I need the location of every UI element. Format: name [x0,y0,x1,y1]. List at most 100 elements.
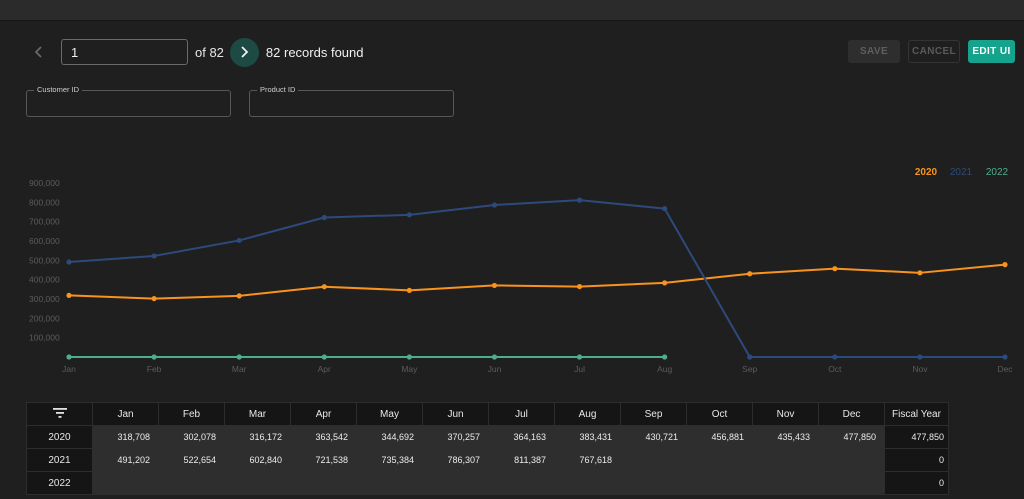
data-point-2020 [406,287,412,293]
table-cell[interactable]: 477,850 [818,425,885,449]
table-filter-cell[interactable] [26,402,93,426]
table-cell[interactable]: 383,431 [554,425,621,449]
y-tick-label: 100,000 [29,333,60,343]
table-cell[interactable]: 767,618 [554,448,621,472]
column-header[interactable]: Fiscal Year [884,402,949,426]
table-cell[interactable]: 316,172 [224,425,291,449]
table-cell[interactable] [92,471,159,495]
table-cell[interactable]: 363,542 [290,425,357,449]
column-header[interactable]: Jun [422,402,489,426]
table-cell[interactable]: 786,307 [422,448,489,472]
data-point-2022 [66,354,72,360]
table-cell[interactable]: 491,202 [92,448,159,472]
page-number-input[interactable] [61,39,188,65]
table-cell[interactable] [752,448,819,472]
table-cell[interactable] [620,448,687,472]
table-cell[interactable] [686,471,753,495]
sales-line-chart: 100,000 200,000 300,000 400,000 500,000 600,0… [29,167,1013,374]
table-cell[interactable] [290,471,357,495]
data-point-2021 [321,214,327,221]
y-tick-label: 700,000 [29,217,60,227]
customer-id-field[interactable]: Customer ID [26,85,231,117]
table-row: 2020 318,708 302,078 316,172 363,542 344,692 3… [26,425,949,449]
fiscal-year-cell: 0 [884,471,949,495]
column-header[interactable]: Dec [818,402,885,426]
row-year-label: 2022 [26,471,93,495]
column-header[interactable]: Sep [620,402,687,426]
data-point-2022 [236,354,242,360]
data-point-2020 [1002,262,1008,268]
x-tick-label: Dec [997,364,1013,374]
table-cell[interactable] [488,471,555,495]
table-cell[interactable]: 364,163 [488,425,555,449]
series-line-2021 [68,199,1005,358]
data-point-2021 [917,354,923,360]
column-header[interactable]: Apr [290,402,357,426]
table-cell[interactable]: 318,708 [92,425,159,449]
table-cell[interactable]: 602,840 [224,448,291,472]
data-point-2020 [662,280,668,286]
table-cell[interactable] [224,471,291,495]
data-point-2020 [66,292,72,298]
table-cell[interactable] [356,471,423,495]
table-cell[interactable]: 302,078 [158,425,225,449]
table-cell[interactable]: 735,384 [356,448,423,472]
y-tick-label: 900,000 [29,178,60,188]
cancel-button[interactable]: CANCEL [908,40,960,63]
data-point-2021 [151,253,157,259]
table-cell[interactable]: 435,433 [752,425,819,449]
table-header-row: Jan Feb Mar Apr May Jun Jul Aug Sep Oct Nov Dec Fisc… [26,402,949,426]
column-header[interactable]: Oct [686,402,753,426]
table-cell[interactable]: 522,654 [158,448,225,472]
column-header[interactable]: Feb [158,402,225,426]
table-cell[interactable]: 721,538 [290,448,357,472]
edit-ui-button[interactable]: EDIT UI [968,40,1015,63]
table-cell[interactable] [818,471,885,495]
table-cell[interactable] [554,471,621,495]
table-cell[interactable] [158,471,225,495]
data-point-2020 [236,293,242,299]
column-header[interactable]: Jul [488,402,555,426]
table-cell[interactable] [620,471,687,495]
y-tick-label: 600,000 [29,236,60,246]
page-count-label: of 82 [195,44,224,60]
table-row: 2021 491,202 522,654 602,840 721,538 735,384 7… [26,448,949,472]
data-point-2020 [151,295,157,302]
next-page-button[interactable] [229,37,259,67]
data-point-2022 [491,354,498,360]
table-cell[interactable]: 430,721 [620,425,687,449]
column-header[interactable]: Jan [92,402,159,426]
fiscal-year-cell: 477,850 [884,425,949,449]
table-cell[interactable] [752,471,819,495]
x-tick-label: Jul [574,364,585,374]
x-tick-label: Apr [318,364,331,374]
data-point-2021 [576,197,583,203]
column-header[interactable]: May [356,402,423,426]
fiscal-year-cell: 0 [884,448,949,472]
data-point-2021 [406,212,412,218]
table-cell[interactable]: 811,387 [488,448,555,472]
data-point-2021 [747,354,753,360]
product-id-label: Product ID [257,85,299,94]
legend-item-2021: 2021 [950,167,973,178]
column-header[interactable]: Nov [752,402,819,426]
column-header[interactable]: Mar [224,402,291,426]
x-tick-label: Jan [62,364,76,374]
data-point-2020 [917,270,923,276]
table-cell[interactable] [818,448,885,472]
x-tick-label: Oct [828,364,842,374]
table-cell[interactable]: 370,257 [422,425,489,449]
save-button[interactable]: SAVE [848,40,900,63]
action-buttons: SAVE CANCEL EDIT UI [848,40,1015,63]
x-tick-label: Aug [657,364,672,374]
series-line-2020 [68,263,1006,300]
table-cell[interactable] [686,448,753,472]
table-cell[interactable]: 344,692 [356,425,423,449]
table-cell[interactable]: 456,881 [686,425,753,449]
column-header[interactable]: Aug [554,402,621,426]
prev-page-button[interactable] [28,41,50,63]
table-row: 2022 0 [26,471,949,495]
table-cell[interactable] [422,471,489,495]
data-point-2020 [491,282,498,289]
product-id-field[interactable]: Product ID [249,85,454,117]
